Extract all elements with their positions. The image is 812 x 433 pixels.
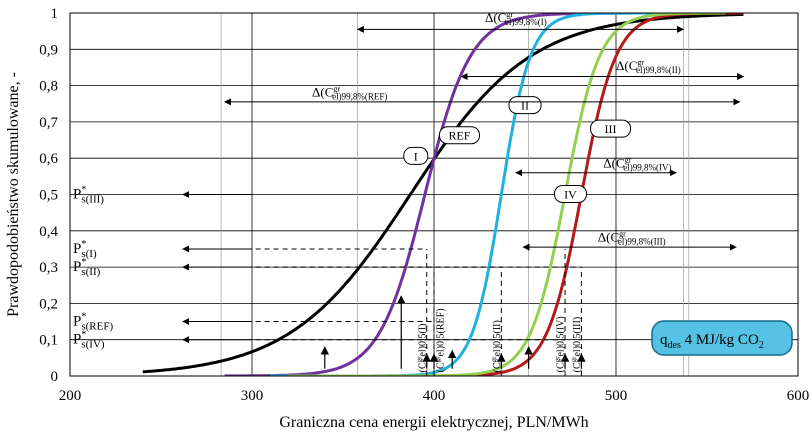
curve-label-text: I xyxy=(414,149,418,163)
plot-frame xyxy=(69,12,799,377)
p-star-label: P* s(IV) xyxy=(73,330,105,351)
legend-box-text: qdes 4 MJ/kg CO2 xyxy=(660,332,764,351)
curve-label-badge xyxy=(554,185,587,203)
y-tick-label: 1 xyxy=(51,6,59,22)
curve-label-badge xyxy=(590,119,632,138)
y-tick-label: 0 xyxy=(51,369,59,385)
y-tick-label: 0,1 xyxy=(39,333,58,349)
series-ii-line xyxy=(270,13,744,376)
y-tick-label: 0,8 xyxy=(39,79,58,95)
p-star-label: P* s(REF) xyxy=(73,312,113,333)
curve-label-text: II xyxy=(521,99,529,113)
p-star-label: P* s(II) xyxy=(73,257,101,278)
y-tick-label: 0,5 xyxy=(39,188,58,204)
range-label: Δ(Cgr el)99,8%(REF) xyxy=(312,84,387,101)
range-label: Δ(Cgr el)99,8%(I) xyxy=(485,10,547,27)
curve-label-text: III xyxy=(605,122,617,136)
curve-label-badge xyxy=(403,146,429,165)
y-axis-title: Prawdopodobieństwo skumulowane, - xyxy=(5,72,22,317)
vertical-marker-label: (Cgrel)0,5(II) xyxy=(490,320,503,372)
p-star-label: P* s(III) xyxy=(73,185,104,206)
vertical-marker-label: (Cgrel)0,5(IV) xyxy=(554,316,567,372)
range-label: Δ(Cgr el)99,8%(II) xyxy=(616,58,681,75)
y-tick-label: 0,3 xyxy=(39,260,58,276)
y-tick-label: 0,7 xyxy=(39,115,58,131)
x-axis-title: Graniczna cena energii elektrycznej, PLN… xyxy=(279,414,588,431)
y-tick-label: 0,9 xyxy=(39,42,58,58)
y-tick-label: 0,6 xyxy=(39,151,58,167)
curve-label-text: IV xyxy=(564,188,577,202)
vertical-marker-label: (Cgrel)0,5(REF) xyxy=(433,308,446,372)
x-tick-label: 600 xyxy=(787,388,810,404)
axes: 0 0,1 0,2 0,3 0,4 0,5 0,6 0,7 0,8 0,9 1 200 300 400 50… xyxy=(39,6,809,404)
x-tick-label: 500 xyxy=(605,388,628,404)
curve-label-badge xyxy=(438,126,480,145)
x-tick-label: 300 xyxy=(241,388,264,404)
range-label: Δ(Cgr el)99,8%(III) xyxy=(598,230,666,247)
vertical-marker-label: (Cgrel)0,5(III) xyxy=(570,317,583,373)
series-ref-line xyxy=(142,13,744,374)
series-iii-line xyxy=(288,13,744,376)
series-iv-line xyxy=(288,13,726,376)
x-tick-label: 200 xyxy=(59,388,82,404)
y-tick-label: 0,2 xyxy=(39,296,58,312)
curve-label-text: REF xyxy=(448,129,470,143)
p-star-label: P* s(I) xyxy=(73,239,97,260)
vertical-marker-label: (Cgrel)0,5(I) xyxy=(415,323,428,372)
y-tick-label: 0,4 xyxy=(39,224,58,240)
x-tick-label: 400 xyxy=(423,388,446,404)
range-label: Δ(Cgr el)99,8%(IV) xyxy=(603,155,671,172)
legend-box xyxy=(651,320,793,356)
